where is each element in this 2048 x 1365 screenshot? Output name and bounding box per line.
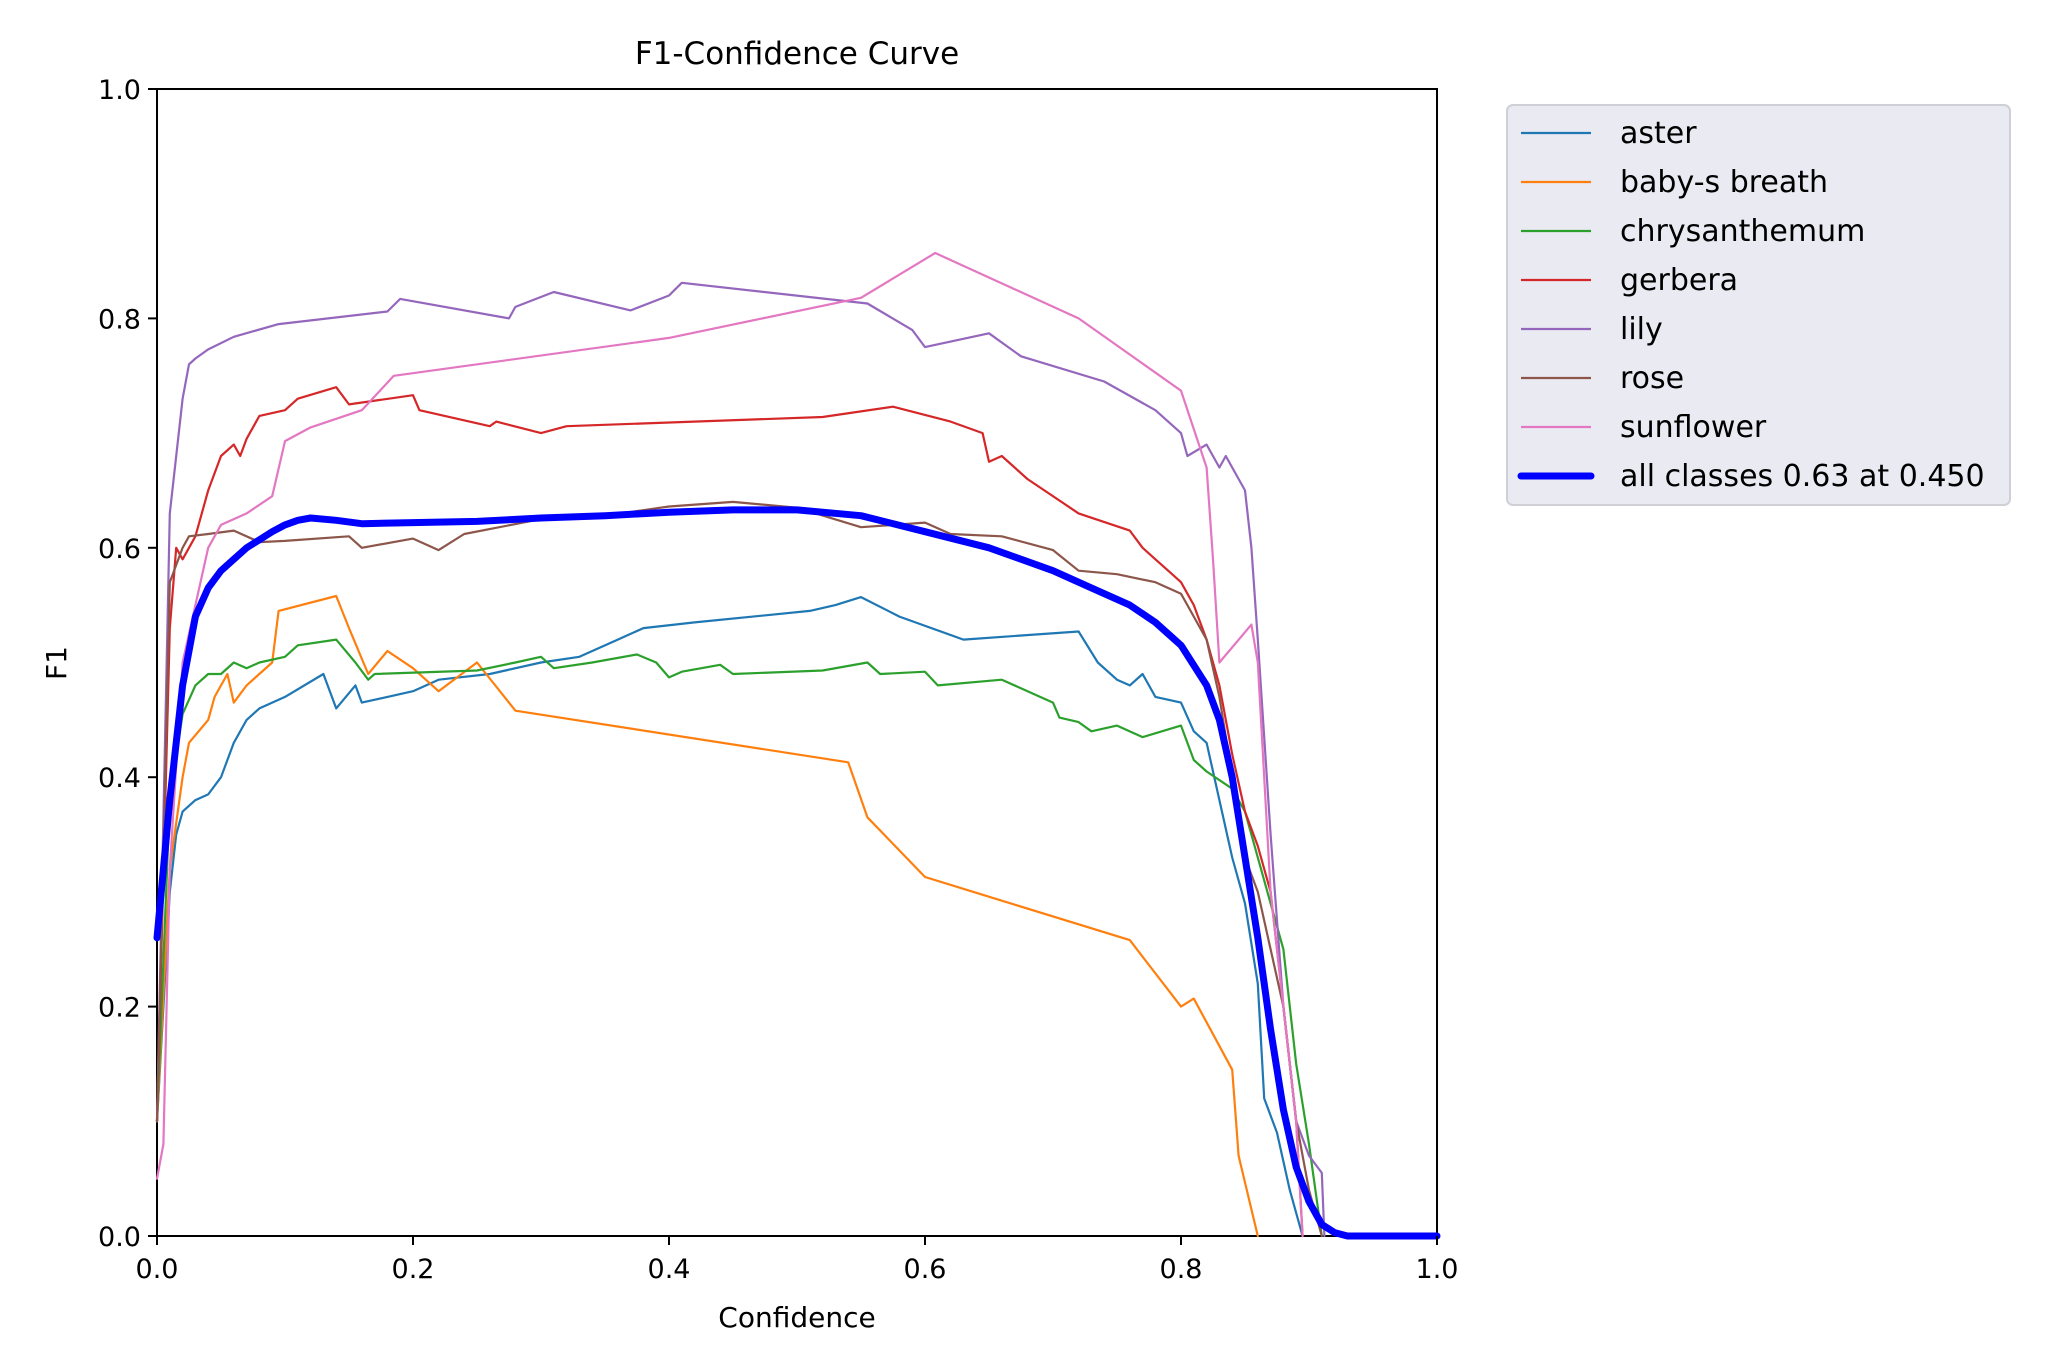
y-tick-label: 0.6 [98,534,141,565]
x-tick-label: 0.4 [648,1254,691,1285]
y-tick-label: 0.0 [98,1222,141,1253]
series-line-1 [155,594,1259,1238]
plot-area [153,88,1441,1240]
legend-label: chrysanthemum [1620,214,1865,249]
x-tick-label: 0.6 [904,1254,947,1285]
legend-label: sunflower [1620,410,1767,445]
series-line-2 [155,638,1323,1238]
legend-label: aster [1620,116,1697,151]
y-axis-label: F1 [40,646,73,680]
y-tick-label: 0.8 [98,304,141,335]
legend-label: lily [1620,312,1663,347]
series-layer [153,251,1441,1240]
x-axis: 0.0 0.2 0.4 0.6 0.8 1.0 [136,1236,1459,1285]
series-line-0 [155,596,1304,1238]
series-line-7 [153,506,1441,1240]
x-tick-label: 0.0 [136,1254,179,1285]
legend-label: all classes 0.63 at 0.450 [1620,459,1985,494]
y-tick-label: 1.0 [98,75,141,106]
y-tick-label: 0.2 [98,993,141,1024]
x-tick-label: 0.8 [1160,1254,1203,1285]
x-tick-label: 0.2 [392,1254,435,1285]
x-axis-label: Confidence [718,1301,875,1334]
legend: aster baby-s breath chrysanthemum gerbera li… [1506,104,2011,506]
legend-label: gerbera [1620,263,1738,298]
plot-frame [156,88,1438,1237]
series-line-3 [155,386,1304,1238]
legend-label: rose [1620,361,1684,396]
x-tick-label: 1.0 [1416,1254,1459,1285]
legend-frame [1506,104,2011,506]
y-axis: 0.0 0.2 0.4 0.6 0.8 1.0 [98,75,157,1253]
legend-label: baby-s breath [1620,165,1828,200]
series-line-4 [155,281,1326,1238]
y-tick-label: 0.4 [98,763,141,794]
legend-items: aster baby-s breath chrysanthemum gerbera li… [1517,116,1985,494]
chart-title: F1-Confidence Curve [635,36,959,72]
series-line-6 [155,251,1304,1238]
